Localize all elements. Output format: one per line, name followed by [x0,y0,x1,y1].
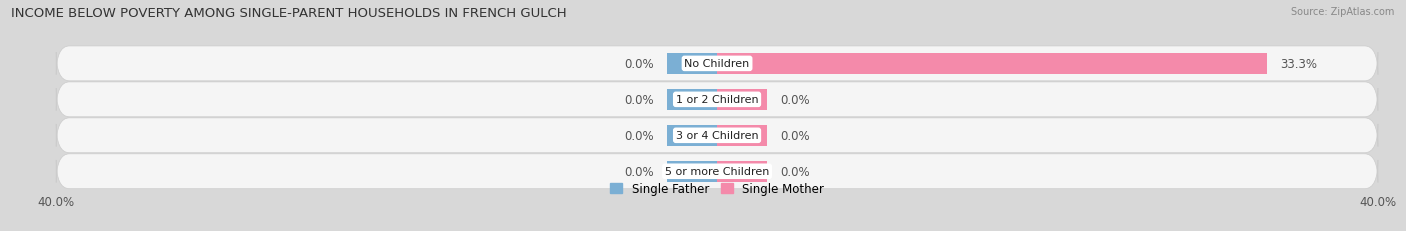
FancyBboxPatch shape [56,154,1378,189]
Text: No Children: No Children [685,59,749,69]
FancyBboxPatch shape [56,82,1378,117]
Text: 0.0%: 0.0% [624,58,654,71]
Legend: Single Father, Single Mother: Single Father, Single Mother [610,182,824,195]
Text: 1 or 2 Children: 1 or 2 Children [676,95,758,105]
Text: 5 or more Children: 5 or more Children [665,167,769,176]
Text: 0.0%: 0.0% [624,129,654,142]
Bar [717,90,766,110]
Text: 0.0%: 0.0% [780,129,810,142]
Text: 3 or 4 Children: 3 or 4 Children [676,131,758,141]
FancyBboxPatch shape [56,47,1378,82]
Bar [717,54,1267,74]
FancyBboxPatch shape [56,118,1378,153]
Text: 0.0%: 0.0% [780,165,810,178]
Text: 0.0%: 0.0% [624,165,654,178]
Bar [717,125,766,146]
Text: 0.0%: 0.0% [624,93,654,106]
Text: INCOME BELOW POVERTY AMONG SINGLE-PARENT HOUSEHOLDS IN FRENCH GULCH: INCOME BELOW POVERTY AMONG SINGLE-PARENT… [11,7,567,20]
Bar [717,161,766,182]
Bar [668,125,717,146]
Text: Source: ZipAtlas.com: Source: ZipAtlas.com [1291,7,1395,17]
Text: 33.3%: 33.3% [1281,58,1317,71]
Text: 0.0%: 0.0% [780,93,810,106]
Bar [668,161,717,182]
Bar [668,90,717,110]
Bar [668,54,717,74]
